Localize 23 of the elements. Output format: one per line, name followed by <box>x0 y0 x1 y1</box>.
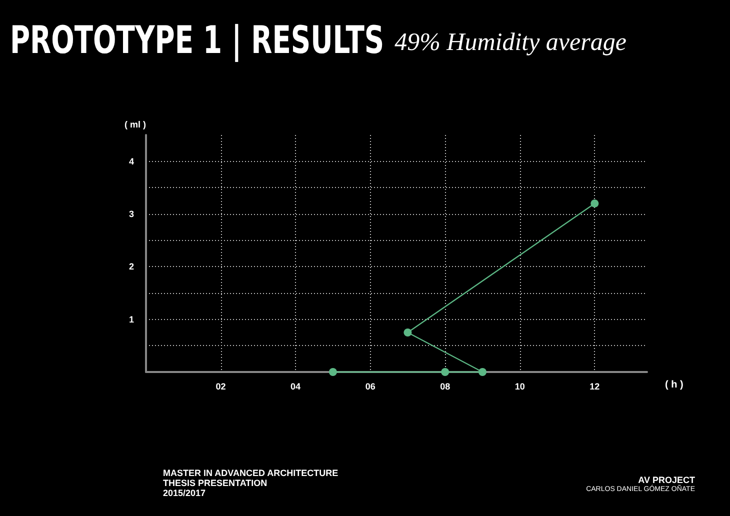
y-axis-title: ( ml ) <box>124 120 146 130</box>
x-tick-label: 12 <box>590 382 600 392</box>
x-tick-label: 02 <box>216 382 226 392</box>
text: AV PROJECT <box>637 475 695 485</box>
y-tick-label: 4 <box>128 156 134 166</box>
x-tick-label: 08 <box>440 382 450 392</box>
point <box>328 368 337 376</box>
x-axis-title: ( h ) <box>665 380 684 390</box>
point <box>404 328 412 336</box>
point <box>590 199 599 208</box>
x-tick-label: 10 <box>514 382 525 392</box>
x-tick-label: 06 <box>365 382 376 392</box>
chart-subtitle: 49% Humidity average <box>394 29 626 57</box>
text: 2015/2017 <box>163 488 207 498</box>
y-tick-label: 3 <box>128 209 134 219</box>
y-tick-label: 2 <box>128 262 134 272</box>
text: MASTER IN ADVANCED ARCHITECTURE <box>163 468 338 478</box>
chart-title: PROTOTYPE 1 | RESULTS <box>10 18 384 62</box>
point <box>441 368 450 376</box>
y-tick-label: 1 <box>128 314 134 324</box>
point <box>478 368 486 376</box>
x-tick-label: 04 <box>290 382 301 392</box>
text: THESIS PRESENTATION <box>163 478 268 488</box>
